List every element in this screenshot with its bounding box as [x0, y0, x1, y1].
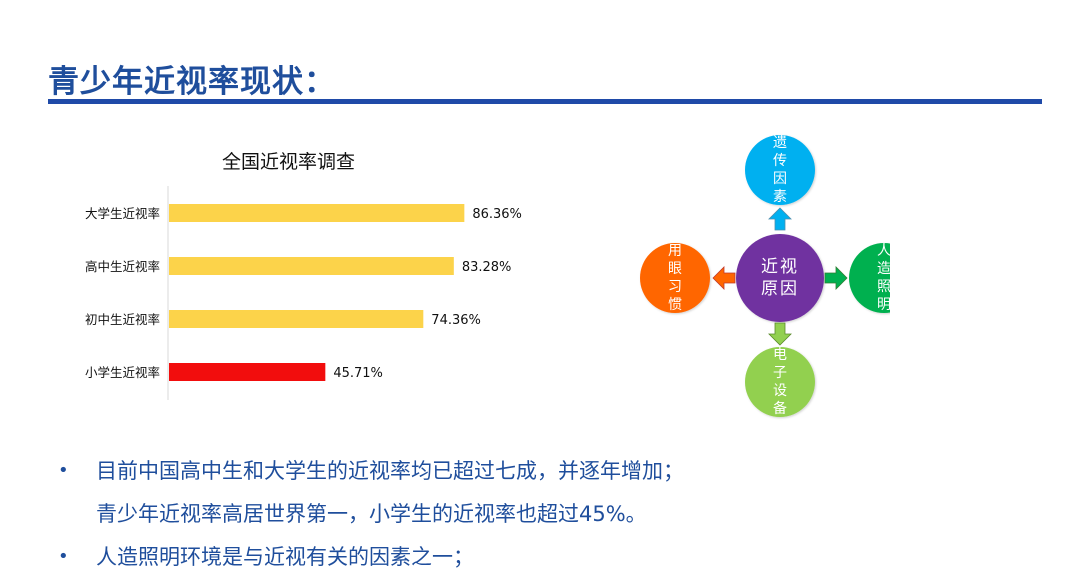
category-label: 高中生近视率: [85, 259, 160, 274]
value-label: 74.36%: [431, 313, 481, 328]
value-label: 86.36%: [472, 207, 522, 222]
node-heredity-char-1: 遗: [773, 135, 787, 151]
node-devices-char-4: 备: [773, 400, 787, 417]
node-habit-char-4: 惯: [668, 296, 682, 313]
node-habit-circle: [640, 243, 710, 313]
node-center-circle: [736, 234, 824, 322]
node-heredity-circle: [745, 135, 815, 205]
node-devices-circle: [745, 347, 815, 417]
node-habit-char-3: 习: [668, 279, 682, 295]
node-heredity-char-2: 传: [773, 153, 787, 169]
bar: [169, 363, 326, 381]
bullet-item-2: • 人造照明环境是与近视有关的因素之一；: [58, 541, 1058, 573]
bullet-text: 青少年近视率高居世界第一，小学生的近视率也超过45%。: [96, 502, 647, 526]
bars-layer: 大学生近视率 86.36% 高中生近视率 83.28% 初中生近视率 74.36% 小学生近…: [85, 204, 522, 381]
arrow-left-icon: [712, 266, 736, 290]
node-lighting-circle: [849, 243, 890, 313]
node-lighting-char-4: 明: [877, 297, 890, 313]
category-label: 初中生近视率: [85, 312, 160, 327]
bar-chart: 大学生近视率 86.36% 高中生近视率 83.28% 初中生近视率 74.36% 小学生近…: [85, 186, 522, 400]
bullet-item-1: • 目前中国高中生和大学生的近视率均已超过七成，并逐年增加；: [58, 455, 1058, 487]
bullet-dot-icon: •: [58, 546, 69, 567]
cause-diagram: 遗 传 因 素 近视 原因 人 造 照 明 用 眼 习 惯 电 子 设 备: [640, 135, 890, 417]
bullet-text: 目前中国高中生和大学生的近视率均已超过七成，并逐年增加；: [96, 459, 684, 483]
bar: [169, 204, 465, 222]
node-habit-char-1: 用: [668, 243, 682, 259]
chart-title: 全国近视率调查: [222, 151, 356, 173]
node-heredity-char-3: 因: [773, 171, 787, 187]
title-underline: [48, 99, 1042, 104]
value-label: 83.28%: [462, 260, 512, 275]
category-label: 大学生近视率: [85, 206, 160, 221]
bullet-list: • 目前中国高中生和大学生的近视率均已超过七成，并逐年增加； 青少年近视率高居世…: [58, 455, 1058, 584]
value-label: 45.71%: [333, 366, 383, 381]
slide-title: 青少年近视率现状：: [48, 64, 336, 100]
node-lighting-char-3: 照: [877, 279, 890, 295]
arrow-right-icon: [824, 266, 848, 290]
node-heredity-char-4: 素: [773, 189, 787, 205]
bullet-text: 人造照明环境是与近视有关的因素之一；: [96, 545, 474, 569]
arrow-down-icon: [768, 322, 792, 346]
node-devices-char-1: 电: [773, 347, 787, 363]
bullet-item-continuation: 青少年近视率高居世界第一，小学生的近视率也超过45%。: [58, 498, 1058, 530]
node-devices-char-3: 设: [773, 383, 787, 399]
node-devices-char-2: 子: [773, 365, 787, 381]
node-lighting-char-2: 造: [877, 261, 890, 277]
node-habit-char-2: 眼: [668, 261, 682, 277]
bar: [169, 310, 424, 328]
arrow-up-icon: [768, 207, 792, 231]
bar: [169, 257, 454, 275]
node-center-line-2: 原因: [761, 279, 799, 299]
bullet-dot-icon: •: [58, 460, 69, 481]
category-label: 小学生近视率: [85, 365, 160, 380]
node-lighting-char-1: 人: [877, 243, 890, 259]
node-center-line-1: 近视: [761, 257, 799, 277]
